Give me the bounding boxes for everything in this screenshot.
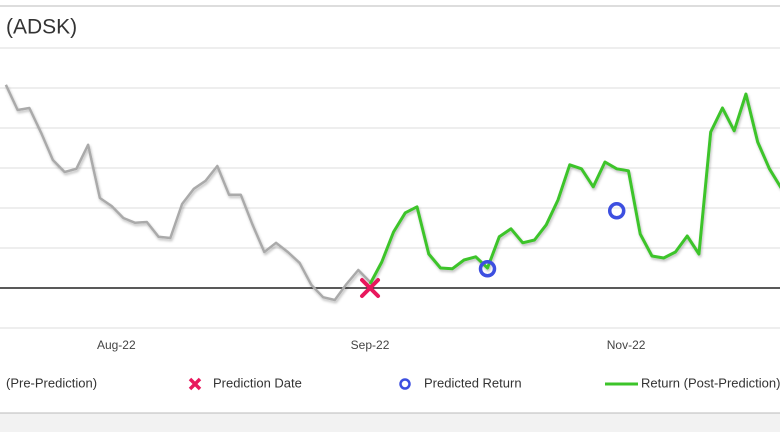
- series-line: [368, 92, 780, 285]
- predicted-marker: [478, 260, 497, 278]
- prediction-marker: [360, 278, 381, 298]
- legend-label: Predicted Return: [424, 375, 522, 390]
- predicted-marker: [607, 202, 626, 220]
- chart-title: (ADSK): [6, 16, 77, 39]
- legend-label: Prediction Date: [213, 375, 302, 390]
- legend-marker: [399, 378, 411, 390]
- x-tick-label: Sep-22: [351, 338, 390, 352]
- x-tick-label: Aug-22: [97, 338, 136, 352]
- x-tick-label: Nov-22: [607, 338, 646, 352]
- series-line: [4, 84, 371, 302]
- legend-marker: [188, 377, 202, 391]
- legend-label: (Pre-Prediction): [6, 375, 97, 390]
- footer-band: [0, 413, 780, 432]
- legend-label: Return (Post-Prediction): [641, 375, 780, 390]
